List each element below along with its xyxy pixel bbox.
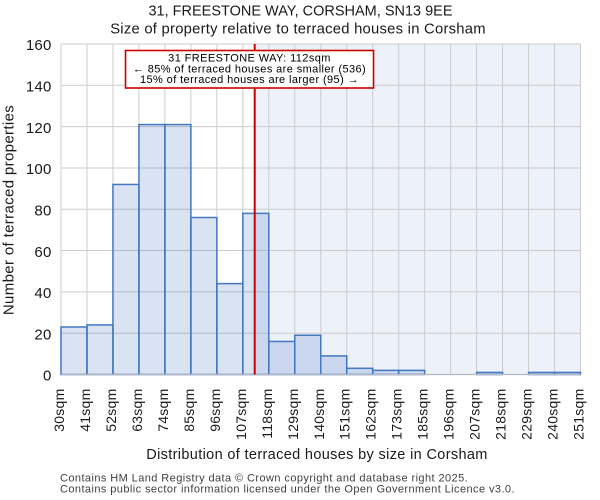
- svg-text:118sqm: 118sqm: [259, 389, 275, 439]
- svg-text:40: 40: [34, 285, 51, 302]
- svg-text:140: 140: [26, 79, 52, 96]
- svg-text:207sqm: 207sqm: [467, 389, 483, 440]
- svg-text:173sqm: 173sqm: [389, 389, 405, 440]
- svg-text:Distribution of terraced house: Distribution of terraced houses by size …: [146, 447, 487, 463]
- svg-text:85sqm: 85sqm: [181, 389, 197, 432]
- svg-text:196sqm: 196sqm: [441, 389, 457, 440]
- svg-text:Contains public sector informa: Contains public sector information licen…: [60, 484, 515, 496]
- svg-text:31 FREESTONE WAY: 112sqm: 31 FREESTONE WAY: 112sqm: [168, 52, 331, 64]
- svg-text:96sqm: 96sqm: [207, 389, 223, 432]
- svg-text:162sqm: 162sqm: [363, 389, 379, 440]
- svg-text:160: 160: [26, 37, 52, 54]
- svg-text:80: 80: [34, 202, 51, 219]
- svg-text:Number of terraced properties: Number of terraced properties: [1, 105, 18, 315]
- svg-text:140sqm: 140sqm: [311, 389, 327, 440]
- svg-text:Contains HM Land Registry data: Contains HM Land Registry data © Crown c…: [60, 472, 468, 484]
- svg-text:151sqm: 151sqm: [337, 389, 353, 440]
- svg-text:60: 60: [34, 244, 51, 261]
- svg-text:31, FREESTONE WAY, CORSHAM, SN: 31, FREESTONE WAY, CORSHAM, SN13 9EE: [148, 3, 452, 19]
- svg-text:0: 0: [43, 368, 52, 385]
- svg-text:20: 20: [34, 326, 51, 343]
- svg-text:Size of property relative to t: Size of property relative to terraced ho…: [110, 22, 486, 38]
- svg-text:107sqm: 107sqm: [233, 389, 249, 440]
- svg-text:240sqm: 240sqm: [545, 389, 561, 440]
- svg-text:185sqm: 185sqm: [415, 389, 431, 440]
- svg-text:15% of terraced houses are lar: 15% of terraced houses are larger (95) →: [140, 74, 359, 86]
- svg-text:129sqm: 129sqm: [285, 389, 301, 440]
- svg-text:100: 100: [26, 161, 52, 178]
- svg-text:218sqm: 218sqm: [493, 389, 509, 440]
- svg-text:229sqm: 229sqm: [519, 389, 535, 440]
- svg-text:52sqm: 52sqm: [103, 389, 119, 432]
- svg-text:120: 120: [26, 120, 52, 137]
- svg-text:251sqm: 251sqm: [571, 389, 587, 440]
- svg-text:← 85% of terraced houses are s: ← 85% of terraced houses are smaller (53…: [133, 63, 366, 75]
- svg-text:30sqm: 30sqm: [51, 389, 67, 432]
- svg-text:74sqm: 74sqm: [155, 389, 171, 432]
- svg-text:41sqm: 41sqm: [77, 389, 93, 432]
- svg-text:63sqm: 63sqm: [129, 389, 145, 432]
